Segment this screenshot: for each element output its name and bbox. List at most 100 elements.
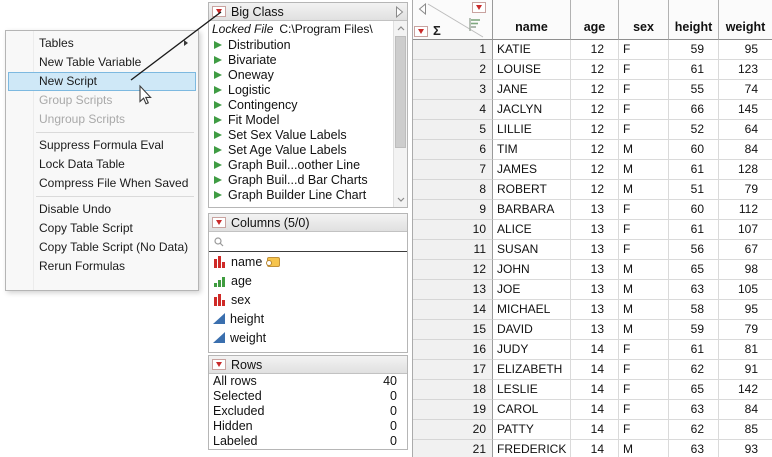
- row-number-cell[interactable]: 3: [413, 80, 493, 100]
- columns-menu-icon[interactable]: [472, 2, 486, 13]
- cell-sex[interactable]: F: [619, 240, 669, 260]
- row-number-cell[interactable]: 15: [413, 320, 493, 340]
- cell-name[interactable]: JOHN: [493, 260, 571, 280]
- cell-height[interactable]: 56: [669, 240, 719, 260]
- row-number-cell[interactable]: 18: [413, 380, 493, 400]
- column-list-item[interactable]: sex: [209, 290, 407, 309]
- scrollbar-up-icon[interactable]: [394, 21, 407, 35]
- cell-weight[interactable]: 74: [719, 80, 772, 100]
- cell-weight[interactable]: 85: [719, 420, 772, 440]
- cell-name[interactable]: LILLIE: [493, 120, 571, 140]
- row-number-cell[interactable]: 16: [413, 340, 493, 360]
- red-triangle-menu-icon[interactable]: [212, 217, 226, 228]
- menu-item[interactable]: Copy Table Script: [8, 219, 196, 238]
- menu-item[interactable]: Disable Undo: [8, 200, 196, 219]
- hide-panel-icon[interactable]: [417, 3, 427, 15]
- script-item[interactable]: Distribution: [209, 37, 407, 52]
- column-header-name[interactable]: name: [493, 0, 571, 40]
- script-item[interactable]: Set Sex Value Labels: [209, 127, 407, 142]
- cell-height[interactable]: 61: [669, 220, 719, 240]
- cell-weight[interactable]: 95: [719, 300, 772, 320]
- row-number-cell[interactable]: 19: [413, 400, 493, 420]
- cell-height[interactable]: 60: [669, 200, 719, 220]
- row-number-cell[interactable]: 6: [413, 140, 493, 160]
- cell-height[interactable]: 62: [669, 420, 719, 440]
- cell-height[interactable]: 59: [669, 320, 719, 340]
- cell-sex[interactable]: F: [619, 60, 669, 80]
- menu-item[interactable]: Copy Table Script (No Data): [8, 238, 196, 257]
- cell-weight[interactable]: 123: [719, 60, 772, 80]
- cell-name[interactable]: LOUISE: [493, 60, 571, 80]
- cell-weight[interactable]: 112: [719, 200, 772, 220]
- cell-weight[interactable]: 98: [719, 260, 772, 280]
- cell-age[interactable]: 14: [571, 360, 619, 380]
- row-number-cell[interactable]: 5: [413, 120, 493, 140]
- cell-sex[interactable]: F: [619, 120, 669, 140]
- cell-age[interactable]: 13: [571, 200, 619, 220]
- cell-sex[interactable]: F: [619, 420, 669, 440]
- rows-menu-icon[interactable]: [414, 26, 428, 37]
- cell-name[interactable]: BARBARA: [493, 200, 571, 220]
- cell-height[interactable]: 61: [669, 160, 719, 180]
- scrollbar-down-icon[interactable]: [394, 192, 407, 206]
- row-number-cell[interactable]: 12: [413, 260, 493, 280]
- cell-sex[interactable]: F: [619, 380, 669, 400]
- cell-height[interactable]: 55: [669, 80, 719, 100]
- cell-height[interactable]: 63: [669, 400, 719, 420]
- row-number-cell[interactable]: 8: [413, 180, 493, 200]
- cell-age[interactable]: 12: [571, 180, 619, 200]
- cell-weight[interactable]: 84: [719, 400, 772, 420]
- cell-height[interactable]: 63: [669, 440, 719, 457]
- cell-age[interactable]: 12: [571, 40, 619, 60]
- cell-sex[interactable]: M: [619, 160, 669, 180]
- cell-height[interactable]: 61: [669, 340, 719, 360]
- column-list-item[interactable]: age: [209, 271, 407, 290]
- script-item[interactable]: Logistic: [209, 82, 407, 97]
- cell-height[interactable]: 51: [669, 180, 719, 200]
- row-number-cell[interactable]: 10: [413, 220, 493, 240]
- script-item[interactable]: Graph Buil...oother Line: [209, 157, 407, 172]
- cell-name[interactable]: PATTY: [493, 420, 571, 440]
- cell-sex[interactable]: M: [619, 280, 669, 300]
- row-number-cell[interactable]: 14: [413, 300, 493, 320]
- cell-name[interactable]: JANE: [493, 80, 571, 100]
- column-list-item[interactable]: weight: [209, 328, 407, 347]
- cell-weight[interactable]: 105: [719, 280, 772, 300]
- cell-height[interactable]: 65: [669, 260, 719, 280]
- column-header-age[interactable]: age: [571, 0, 619, 40]
- cell-name[interactable]: ALICE: [493, 220, 571, 240]
- cell-age[interactable]: 13: [571, 300, 619, 320]
- row-number-cell[interactable]: 9: [413, 200, 493, 220]
- cell-age[interactable]: 13: [571, 260, 619, 280]
- cell-age[interactable]: 14: [571, 400, 619, 420]
- cell-weight[interactable]: 81: [719, 340, 772, 360]
- cell-name[interactable]: JACLYN: [493, 100, 571, 120]
- column-header-height[interactable]: height: [669, 0, 719, 40]
- cell-height[interactable]: 52: [669, 120, 719, 140]
- cell-height[interactable]: 62: [669, 360, 719, 380]
- panel-collapse-icon[interactable]: [395, 5, 404, 18]
- scrollbar-thumb[interactable]: [395, 36, 406, 148]
- script-item[interactable]: Set Age Value Labels: [209, 142, 407, 157]
- menu-item[interactable]: Suppress Formula Eval: [8, 136, 196, 155]
- cell-age[interactable]: 13: [571, 320, 619, 340]
- cell-weight[interactable]: 84: [719, 140, 772, 160]
- menu-item[interactable]: Compress File When Saved: [8, 174, 196, 193]
- menu-item[interactable]: [8, 193, 196, 200]
- cell-weight[interactable]: 79: [719, 320, 772, 340]
- cell-name[interactable]: DAVID: [493, 320, 571, 340]
- row-number-cell[interactable]: 1: [413, 40, 493, 60]
- cell-sex[interactable]: F: [619, 40, 669, 60]
- script-item[interactable]: Oneway: [209, 67, 407, 82]
- row-number-cell[interactable]: 20: [413, 420, 493, 440]
- cell-sex[interactable]: M: [619, 300, 669, 320]
- menu-item[interactable]: Rerun Formulas: [8, 257, 196, 276]
- menu-item[interactable]: New Table Variable: [8, 53, 196, 72]
- cell-name[interactable]: JOE: [493, 280, 571, 300]
- script-item[interactable]: Graph Buil...d Bar Charts: [209, 172, 407, 187]
- cell-name[interactable]: SUSAN: [493, 240, 571, 260]
- cell-age[interactable]: 12: [571, 140, 619, 160]
- cell-height[interactable]: 66: [669, 100, 719, 120]
- cell-weight[interactable]: 91: [719, 360, 772, 380]
- row-number-cell[interactable]: 2: [413, 60, 493, 80]
